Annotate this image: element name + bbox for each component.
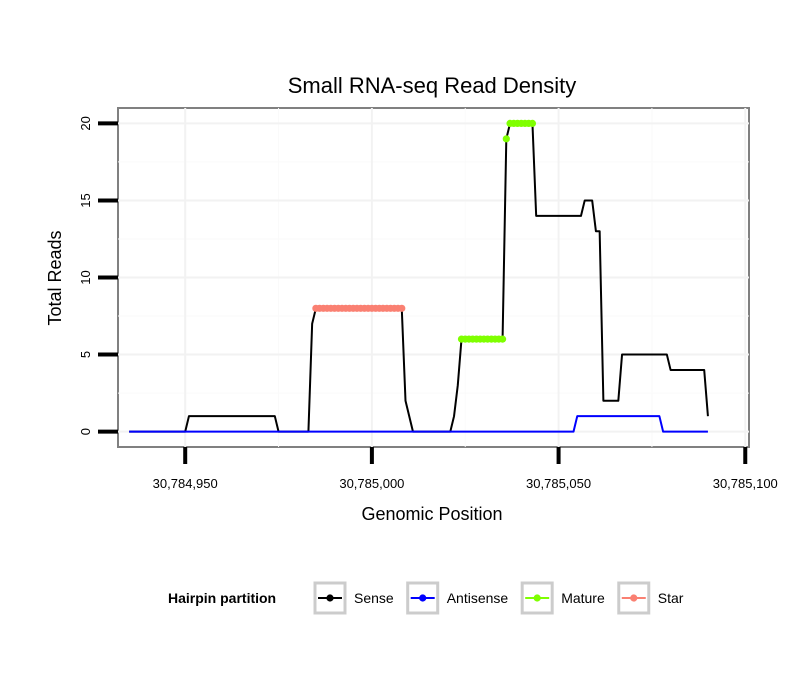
legend-dot-star [630, 594, 638, 602]
legend-label-mature: Mature [561, 590, 605, 606]
series-point-mature [502, 135, 510, 143]
y-tick-label: 0 [78, 428, 93, 435]
x-tick-label: 30,785,050 [526, 476, 591, 491]
x-tick-label: 30,784,950 [153, 476, 218, 491]
grid-minor [118, 108, 749, 447]
x-axis-title: Genomic Position [361, 504, 502, 524]
x-tick-label: 30,785,100 [713, 476, 778, 491]
x-axis: 30,784,950 30,785,000 30,785,050 30,785,100 [153, 447, 778, 491]
series-point-mature [498, 335, 507, 343]
series-line-antisense [129, 415, 708, 433]
legend: Hairpin partition Sense Antisense Mature St… [168, 581, 684, 615]
series-layer [129, 119, 709, 433]
legend-label-sense: Sense [354, 590, 394, 606]
series-point-star [398, 304, 406, 312]
legend-dot-sense [326, 594, 334, 602]
legend-title: Hairpin partition [168, 590, 276, 606]
y-tick-label: 15 [78, 193, 93, 207]
legend-label-star: Star [658, 590, 684, 606]
chart-title: Small RNA-seq Read Density [288, 73, 577, 98]
series-point-mature [528, 119, 537, 128]
x-tick-label: 30,785,000 [339, 476, 404, 491]
y-tick-label: 5 [78, 351, 93, 358]
y-axis-title: Total Reads [45, 230, 65, 325]
legend-dot-mature [533, 594, 541, 602]
legend-label-antisense: Antisense [447, 590, 509, 606]
series-line-sense [129, 122, 709, 433]
y-tick-label: 10 [78, 270, 93, 284]
grid-major [118, 108, 749, 447]
legend-dot-antisense [419, 594, 427, 602]
y-tick-label: 20 [78, 116, 93, 130]
y-axis: 0 5 10 15 20 [78, 116, 118, 435]
